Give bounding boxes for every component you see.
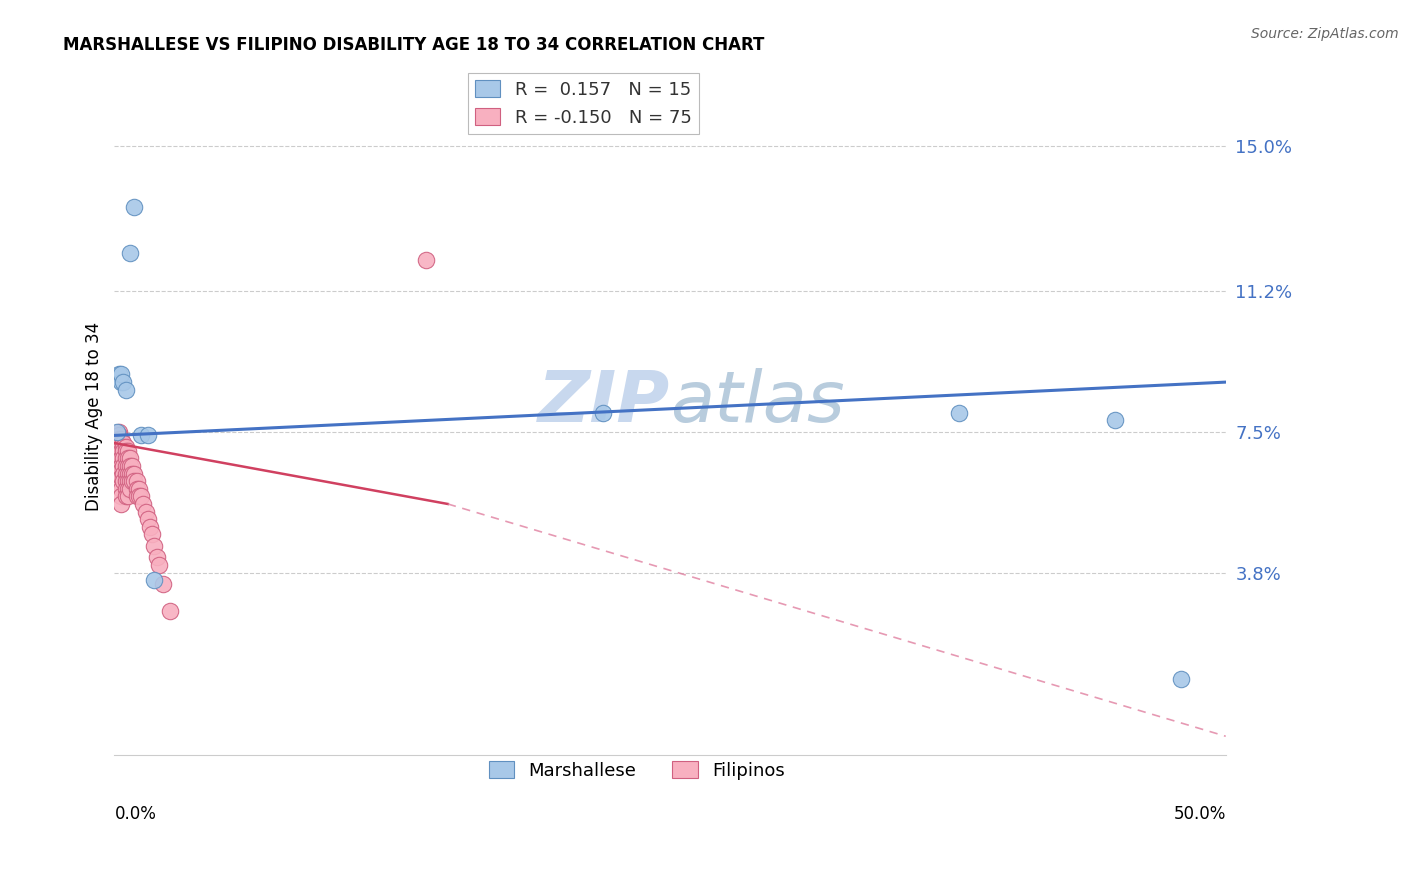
Point — [112, 443, 135, 458]
Point — [110, 451, 132, 466]
Point — [118, 451, 141, 466]
Point — [112, 467, 135, 481]
Point — [105, 458, 128, 473]
Point — [129, 428, 152, 442]
Point — [159, 604, 181, 618]
Point — [114, 467, 136, 481]
Point — [110, 375, 132, 389]
Point — [114, 474, 136, 488]
Point — [112, 436, 135, 450]
Point — [108, 458, 131, 473]
Point — [1170, 672, 1192, 686]
Point — [105, 451, 128, 466]
Point — [108, 368, 131, 382]
Point — [125, 489, 148, 503]
Text: Source: ZipAtlas.com: Source: ZipAtlas.com — [1251, 27, 1399, 41]
Text: MARSHALLESE VS FILIPINO DISABILITY AGE 18 TO 34 CORRELATION CHART: MARSHALLESE VS FILIPINO DISABILITY AGE 1… — [63, 36, 765, 54]
Point — [108, 432, 131, 446]
Point — [117, 474, 139, 488]
Text: ZIP: ZIP — [538, 368, 671, 437]
Point — [129, 489, 152, 503]
Point — [135, 505, 157, 519]
Point — [114, 451, 136, 466]
Point — [114, 482, 136, 496]
Point — [108, 428, 131, 442]
Point — [125, 482, 148, 496]
Point — [114, 383, 136, 397]
Point — [108, 425, 131, 439]
Text: 0.0%: 0.0% — [114, 805, 156, 822]
Point — [148, 558, 170, 572]
Text: 50.0%: 50.0% — [1174, 805, 1226, 822]
Point — [110, 436, 132, 450]
Point — [108, 451, 131, 466]
Point — [125, 474, 148, 488]
Point — [136, 512, 159, 526]
Y-axis label: Disability Age 18 to 34: Disability Age 18 to 34 — [86, 322, 103, 511]
Point — [118, 245, 141, 260]
Point — [141, 527, 163, 541]
Point — [105, 443, 128, 458]
Point — [124, 200, 146, 214]
Point — [114, 458, 136, 473]
Point — [108, 478, 131, 492]
Point — [117, 451, 139, 466]
Point — [110, 470, 132, 484]
Point — [1104, 413, 1126, 427]
Point — [132, 497, 155, 511]
Point — [592, 406, 614, 420]
Point — [114, 440, 136, 454]
Point — [112, 474, 135, 488]
Point — [118, 482, 141, 496]
Point — [110, 432, 132, 446]
Point — [139, 520, 162, 534]
Point — [948, 406, 970, 420]
Point — [118, 458, 141, 473]
Point — [114, 443, 136, 458]
Point — [121, 458, 143, 473]
Point — [105, 425, 128, 439]
Point — [143, 573, 166, 587]
Point — [121, 474, 143, 488]
Point — [152, 577, 174, 591]
Point — [124, 474, 146, 488]
Point — [112, 458, 135, 473]
Text: atlas: atlas — [671, 368, 845, 437]
Point — [110, 368, 132, 382]
Point — [118, 467, 141, 481]
Point — [110, 489, 132, 503]
Point — [117, 489, 139, 503]
Point — [112, 440, 135, 454]
Point — [108, 443, 131, 458]
Point — [108, 463, 131, 477]
Point — [117, 467, 139, 481]
Point — [108, 470, 131, 484]
Point — [117, 482, 139, 496]
Point — [105, 436, 128, 450]
Legend: Marshallese, Filipinos: Marshallese, Filipinos — [481, 754, 792, 787]
Point — [112, 451, 135, 466]
Point — [118, 474, 141, 488]
Point — [110, 497, 132, 511]
Point — [415, 253, 437, 268]
Point — [128, 489, 150, 503]
Point — [110, 458, 132, 473]
Point — [110, 443, 132, 458]
Point — [112, 375, 135, 389]
Point — [136, 428, 159, 442]
Point — [110, 482, 132, 496]
Point — [117, 443, 139, 458]
Point — [110, 440, 132, 454]
Point — [128, 482, 150, 496]
Point — [143, 539, 166, 553]
Point — [114, 489, 136, 503]
Point — [117, 458, 139, 473]
Point — [108, 436, 131, 450]
Point — [124, 467, 146, 481]
Point — [145, 550, 167, 565]
Point — [121, 467, 143, 481]
Point — [110, 463, 132, 477]
Point — [105, 467, 128, 481]
